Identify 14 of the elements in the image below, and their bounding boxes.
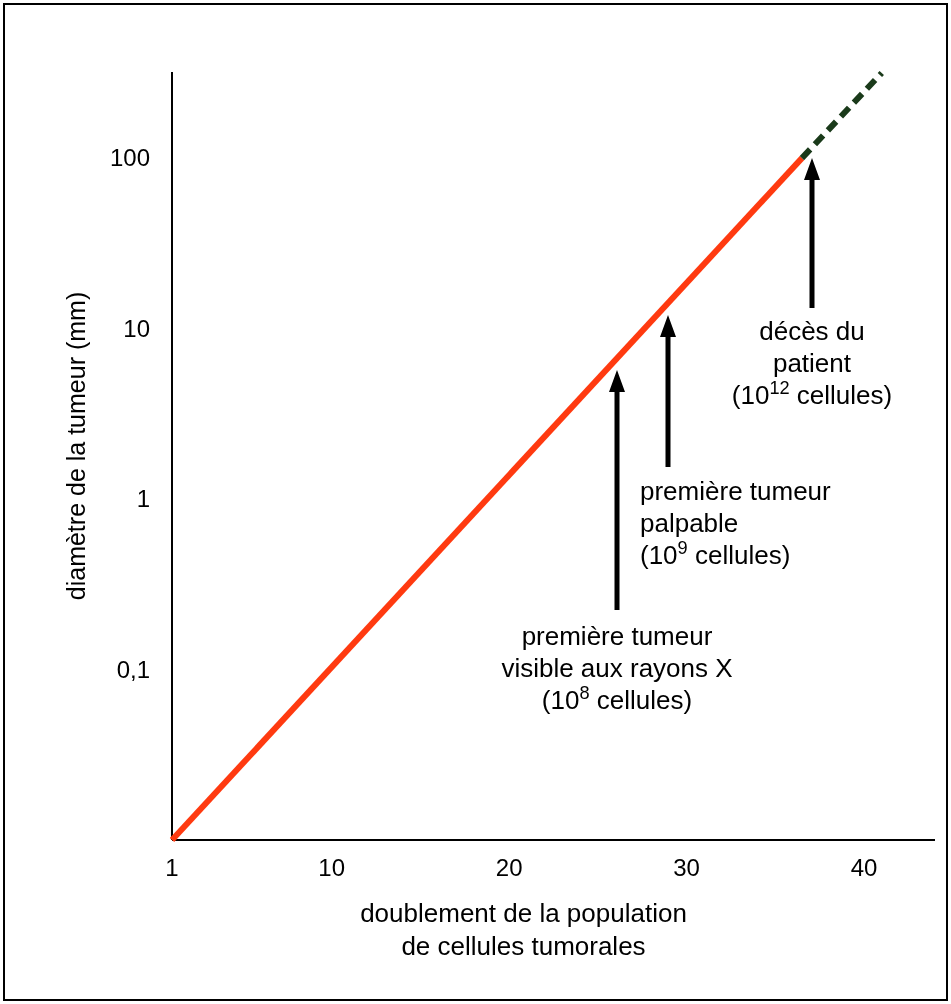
x-tick-label: 10 (318, 854, 346, 881)
annotation: première tumeur visible aux rayons X (10$^{8}$ cellules) (501, 621, 733, 715)
x-tick-label: 20 (495, 854, 523, 881)
x-axis-title: doublement de la population de cellules tumorales (360, 898, 687, 961)
x-tick-label: 40 (850, 854, 878, 881)
y-axis-title: diamètre de la tumeur (mm) (62, 291, 90, 601)
y-tick-label: 100 (109, 144, 150, 172)
y-tick-label: 1 (136, 485, 150, 513)
y-tick-label: 10 (123, 314, 150, 342)
annotation: décès du patient (10$^{12}$ cellules) (731, 316, 893, 410)
x-tick-label: 1 (165, 854, 179, 881)
y-tick-label: 0,1 (116, 655, 150, 683)
x-tick-label: 30 (673, 854, 700, 881)
annotation: première tumeur palpable (10$^{9}$ cellules) (640, 476, 832, 570)
